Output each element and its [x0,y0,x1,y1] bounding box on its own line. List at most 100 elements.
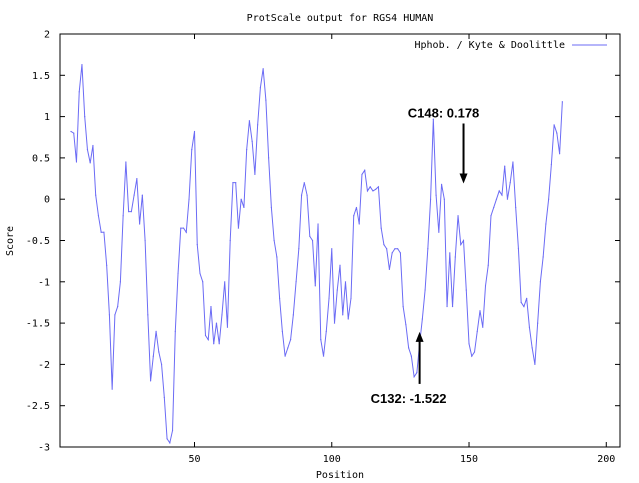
data-point [117,305,119,308]
data-point [383,244,385,246]
data-point [306,194,308,196]
annotation-c148-label: C148: 0.178 [408,105,480,120]
data-point [561,101,563,103]
y-tick-label: -1.5 [26,319,50,330]
data-point [405,324,407,326]
data-point [550,163,552,166]
data-point [314,285,316,287]
data-point [468,343,470,345]
data-point [317,223,319,225]
data-point [520,301,522,304]
data-point [515,206,517,209]
data-point [276,256,278,258]
data-point [325,330,327,332]
data-point [111,388,113,390]
data-point [553,124,555,126]
data-point [108,314,111,316]
y-tick-label: -3 [38,443,50,454]
data-point [155,330,157,332]
annotation-c132-arrowhead [415,331,424,342]
data-point [339,264,341,266]
data-point [372,190,374,192]
annotation-c132-label: C132: -1.522 [371,391,447,406]
data-point [180,227,182,229]
data-point [287,347,289,349]
data-point [257,124,259,126]
data-point [311,239,314,242]
data-point [559,153,561,155]
data-point [122,215,124,217]
data-point [457,215,459,217]
data-point [158,351,160,353]
annotation-c132: C132: -1.522 [371,331,447,406]
data-point [479,310,481,312]
data-point [268,157,270,159]
data-point [344,281,347,283]
data-point [424,289,426,291]
data-point [213,343,215,345]
y-tick-label: 1 [44,112,50,123]
data-point [300,194,303,196]
data-point [526,297,528,299]
data-point [152,355,154,357]
data-point [402,305,404,308]
hydrophobicity-series-line [70,64,563,445]
data-point [191,149,193,151]
y-axis: 2 1.5 1 0.5 0 -0.5 -1 -1.5 -2 -2.5 -3 [26,30,620,454]
data-point [229,239,231,242]
y-tick-label: -2 [38,360,50,371]
data-point [473,351,476,353]
annotation-c148: C148: 0.178 [408,105,480,184]
data-point [336,289,338,291]
data-point [279,297,281,299]
data-point [196,244,198,246]
data-point [331,248,333,250]
data-point [353,215,355,217]
data-point [361,173,363,176]
data-point [251,140,253,142]
data-point [237,227,240,229]
data-point [438,231,440,233]
data-point [210,305,212,308]
y-tick-label: 0 [44,195,50,206]
data-point [537,322,539,324]
plot-frame [59,33,621,448]
data-point [128,210,130,213]
data-point [273,239,275,242]
data-point [545,223,547,225]
data-point [100,231,102,233]
data-point [303,182,305,184]
data-point [548,198,550,200]
data-point [358,223,360,225]
data-point [446,305,448,308]
data-point [449,252,451,254]
data-point [342,314,344,316]
data-point [221,314,223,316]
data-point [295,281,297,283]
data-point [397,248,399,250]
legend: Hphob. / Kyte & Doolittle [414,40,607,51]
data-point [240,198,242,200]
data-point [86,149,89,151]
data-point [490,215,492,217]
data-point [185,231,187,233]
x-axis: 50 100 150 200 [188,34,615,465]
data-point [333,322,336,324]
y-tick-label: -0.5 [26,236,50,247]
data-point [528,326,531,328]
data-point [289,339,292,341]
data-point [427,248,429,250]
data-point [531,347,533,349]
y-tick-label: -1 [38,277,50,288]
data-point [193,130,196,133]
x-axis-label: Position [316,470,364,481]
data-point [224,281,226,283]
data-point [377,186,380,188]
x-tick-label: 100 [323,454,341,465]
data-point [493,206,495,209]
data-point [218,343,220,345]
data-point [322,355,325,357]
data-point [501,194,503,196]
data-point [281,330,283,332]
data-point [174,330,176,332]
